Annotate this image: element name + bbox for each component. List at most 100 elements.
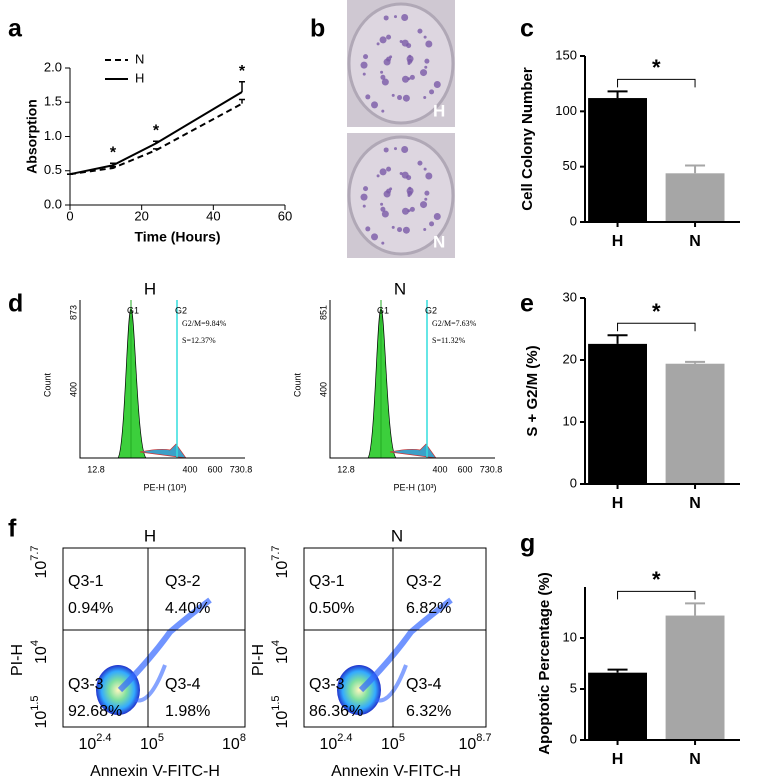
error-bar	[239, 80, 245, 92]
colony	[401, 207, 409, 215]
x-tick-label: 108	[222, 732, 246, 753]
colony	[401, 75, 409, 83]
y-axis-label: PI-H	[9, 644, 26, 676]
density-tail	[375, 664, 408, 703]
quadrant-value: 6.32%	[406, 703, 451, 720]
x-tick-label-base: 10	[458, 736, 476, 753]
error-bar	[153, 148, 159, 151]
colony	[380, 74, 386, 80]
colony	[379, 168, 387, 176]
axes	[69, 68, 285, 206]
axes	[584, 56, 740, 223]
x-tick-label: 730.8	[480, 464, 503, 474]
colony	[371, 101, 379, 109]
y-tick-label: 104	[29, 640, 50, 664]
x-tick-label: N	[689, 495, 701, 512]
quadrant-value: 92.68%	[68, 703, 122, 720]
y-tick-label-base: 10	[33, 561, 50, 579]
colony	[423, 167, 427, 171]
x-tick-label: 0	[66, 208, 73, 223]
x-tick-label: 12.8	[337, 464, 355, 474]
y-axis-label: Apoptotic Percentage (%)	[536, 572, 553, 755]
plate-dish	[347, 2, 455, 125]
colony	[408, 54, 412, 58]
y-tick-label: 1.5	[44, 94, 62, 109]
colony	[408, 186, 412, 190]
x-tick-label-base: 10	[381, 736, 399, 753]
histogram-axes	[79, 300, 245, 459]
colony	[424, 197, 428, 201]
density-tail	[358, 597, 453, 693]
y-tick-label: 400	[68, 382, 78, 397]
phase-stat: G2/M=9.84%	[182, 319, 227, 328]
y-tick-label-exponent: 7.7	[29, 545, 41, 560]
quadrant-name: Q3-2	[165, 573, 201, 590]
s-phase	[139, 443, 187, 459]
colony	[365, 226, 371, 232]
error-bar	[153, 140, 159, 144]
colony	[380, 202, 384, 206]
quadrant-name: Q3-4	[406, 676, 442, 693]
x-tick-label: 400	[182, 464, 197, 474]
quadrant-value: 0.94%	[68, 600, 113, 617]
y-tick-label: 873	[68, 305, 78, 320]
x-tick-label-exponent: 8	[240, 732, 246, 744]
colony	[433, 213, 441, 221]
x-tick-label: H	[612, 751, 624, 768]
y-tick-label-exponent: 1.5	[270, 695, 282, 710]
colony	[381, 78, 389, 86]
error-bar	[607, 334, 628, 344]
colony	[429, 89, 435, 95]
y-tick-label: 101.5	[270, 695, 291, 728]
colony	[409, 206, 415, 212]
y-axis-label: Absorption	[24, 99, 40, 174]
y-axis-label: Count	[292, 373, 302, 398]
quadrant-value: 0.50%	[309, 600, 354, 617]
x-tick-label: N	[689, 233, 701, 250]
panel-label: c	[520, 15, 534, 43]
colony	[401, 13, 409, 21]
histogram-title: N	[394, 279, 406, 298]
colony	[425, 172, 433, 180]
y-tick-label-base: 10	[274, 561, 291, 579]
x-axis-label: PE-H (10³)	[393, 482, 436, 492]
x-tick-label: 400	[432, 464, 447, 474]
panel-label: a	[8, 15, 23, 43]
error-bar	[110, 162, 116, 166]
y-axis-label: PI-H	[250, 644, 267, 676]
y-tick-label-exponent: 4	[270, 640, 282, 646]
y-axis-label: S + G2/M (%)	[524, 345, 541, 436]
quadrant-value: 1.98%	[165, 703, 210, 720]
x-tick-label: H	[612, 233, 624, 250]
g1-peak	[117, 307, 147, 459]
colony	[379, 36, 387, 44]
x-tick-label-base: 10	[78, 736, 96, 753]
colony	[401, 171, 409, 179]
y-axis-label: Cell Colony Number	[519, 67, 536, 211]
x-tick-label: 102.4	[319, 732, 352, 753]
colony	[391, 225, 395, 229]
plate-dish	[347, 135, 455, 256]
s-phase	[389, 443, 437, 459]
x-tick-label: 600	[207, 464, 222, 474]
phase-stat: S=11.32%	[432, 336, 466, 345]
colony	[383, 58, 391, 66]
x-tick-label: 105	[140, 732, 164, 753]
y-tick-label-exponent: 4	[29, 640, 41, 646]
x-tick-label-base: 10	[140, 736, 158, 753]
colony	[429, 221, 435, 227]
colony	[376, 174, 380, 178]
peak-label: G2	[175, 305, 187, 315]
colony	[417, 160, 423, 166]
x-tick-label-exponent: 5	[158, 732, 164, 744]
y-tick-label: 104	[270, 640, 291, 664]
colony	[401, 39, 409, 47]
x-axis-label: PE-H (10³)	[143, 482, 186, 492]
panel-label: d	[8, 290, 23, 318]
y-tick-label: 1.0	[44, 128, 62, 143]
x-axis-label: Annexin V-FITC-H	[331, 763, 461, 780]
y-tick-label: 0	[570, 475, 577, 490]
colony	[423, 96, 427, 100]
quadrant-value: 86.36%	[309, 703, 363, 720]
colony	[397, 95, 403, 101]
